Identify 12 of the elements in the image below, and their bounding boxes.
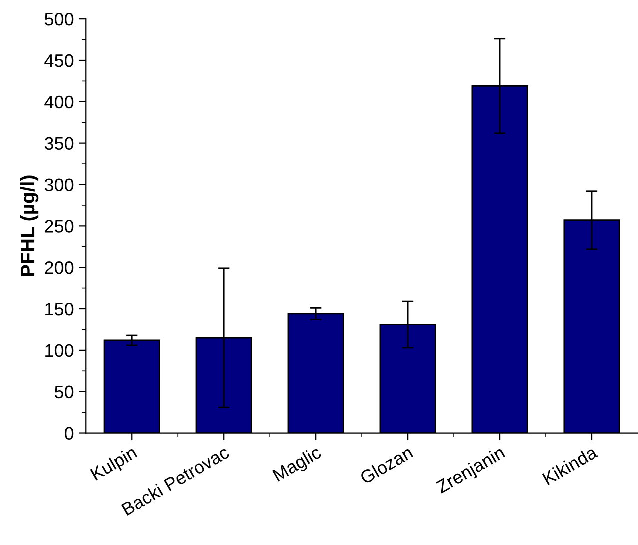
y-tick-label: 400 xyxy=(44,96,74,109)
y-tick-label: 50 xyxy=(54,386,74,399)
y-axis-title: PFHL (µg/l) xyxy=(20,176,39,276)
y-tick-label: 0 xyxy=(64,427,74,440)
y-tick-label: 200 xyxy=(45,262,74,274)
y-tick-label: 450 xyxy=(44,54,74,68)
y-tick-label: 250 xyxy=(45,220,74,233)
y-tick-label: 350 xyxy=(44,137,74,150)
y-tick-label: 100 xyxy=(46,344,74,358)
y-tick-label: 150 xyxy=(46,302,74,316)
y-tick-label: 300 xyxy=(44,178,74,192)
y-tick-label: 500 xyxy=(44,13,74,26)
